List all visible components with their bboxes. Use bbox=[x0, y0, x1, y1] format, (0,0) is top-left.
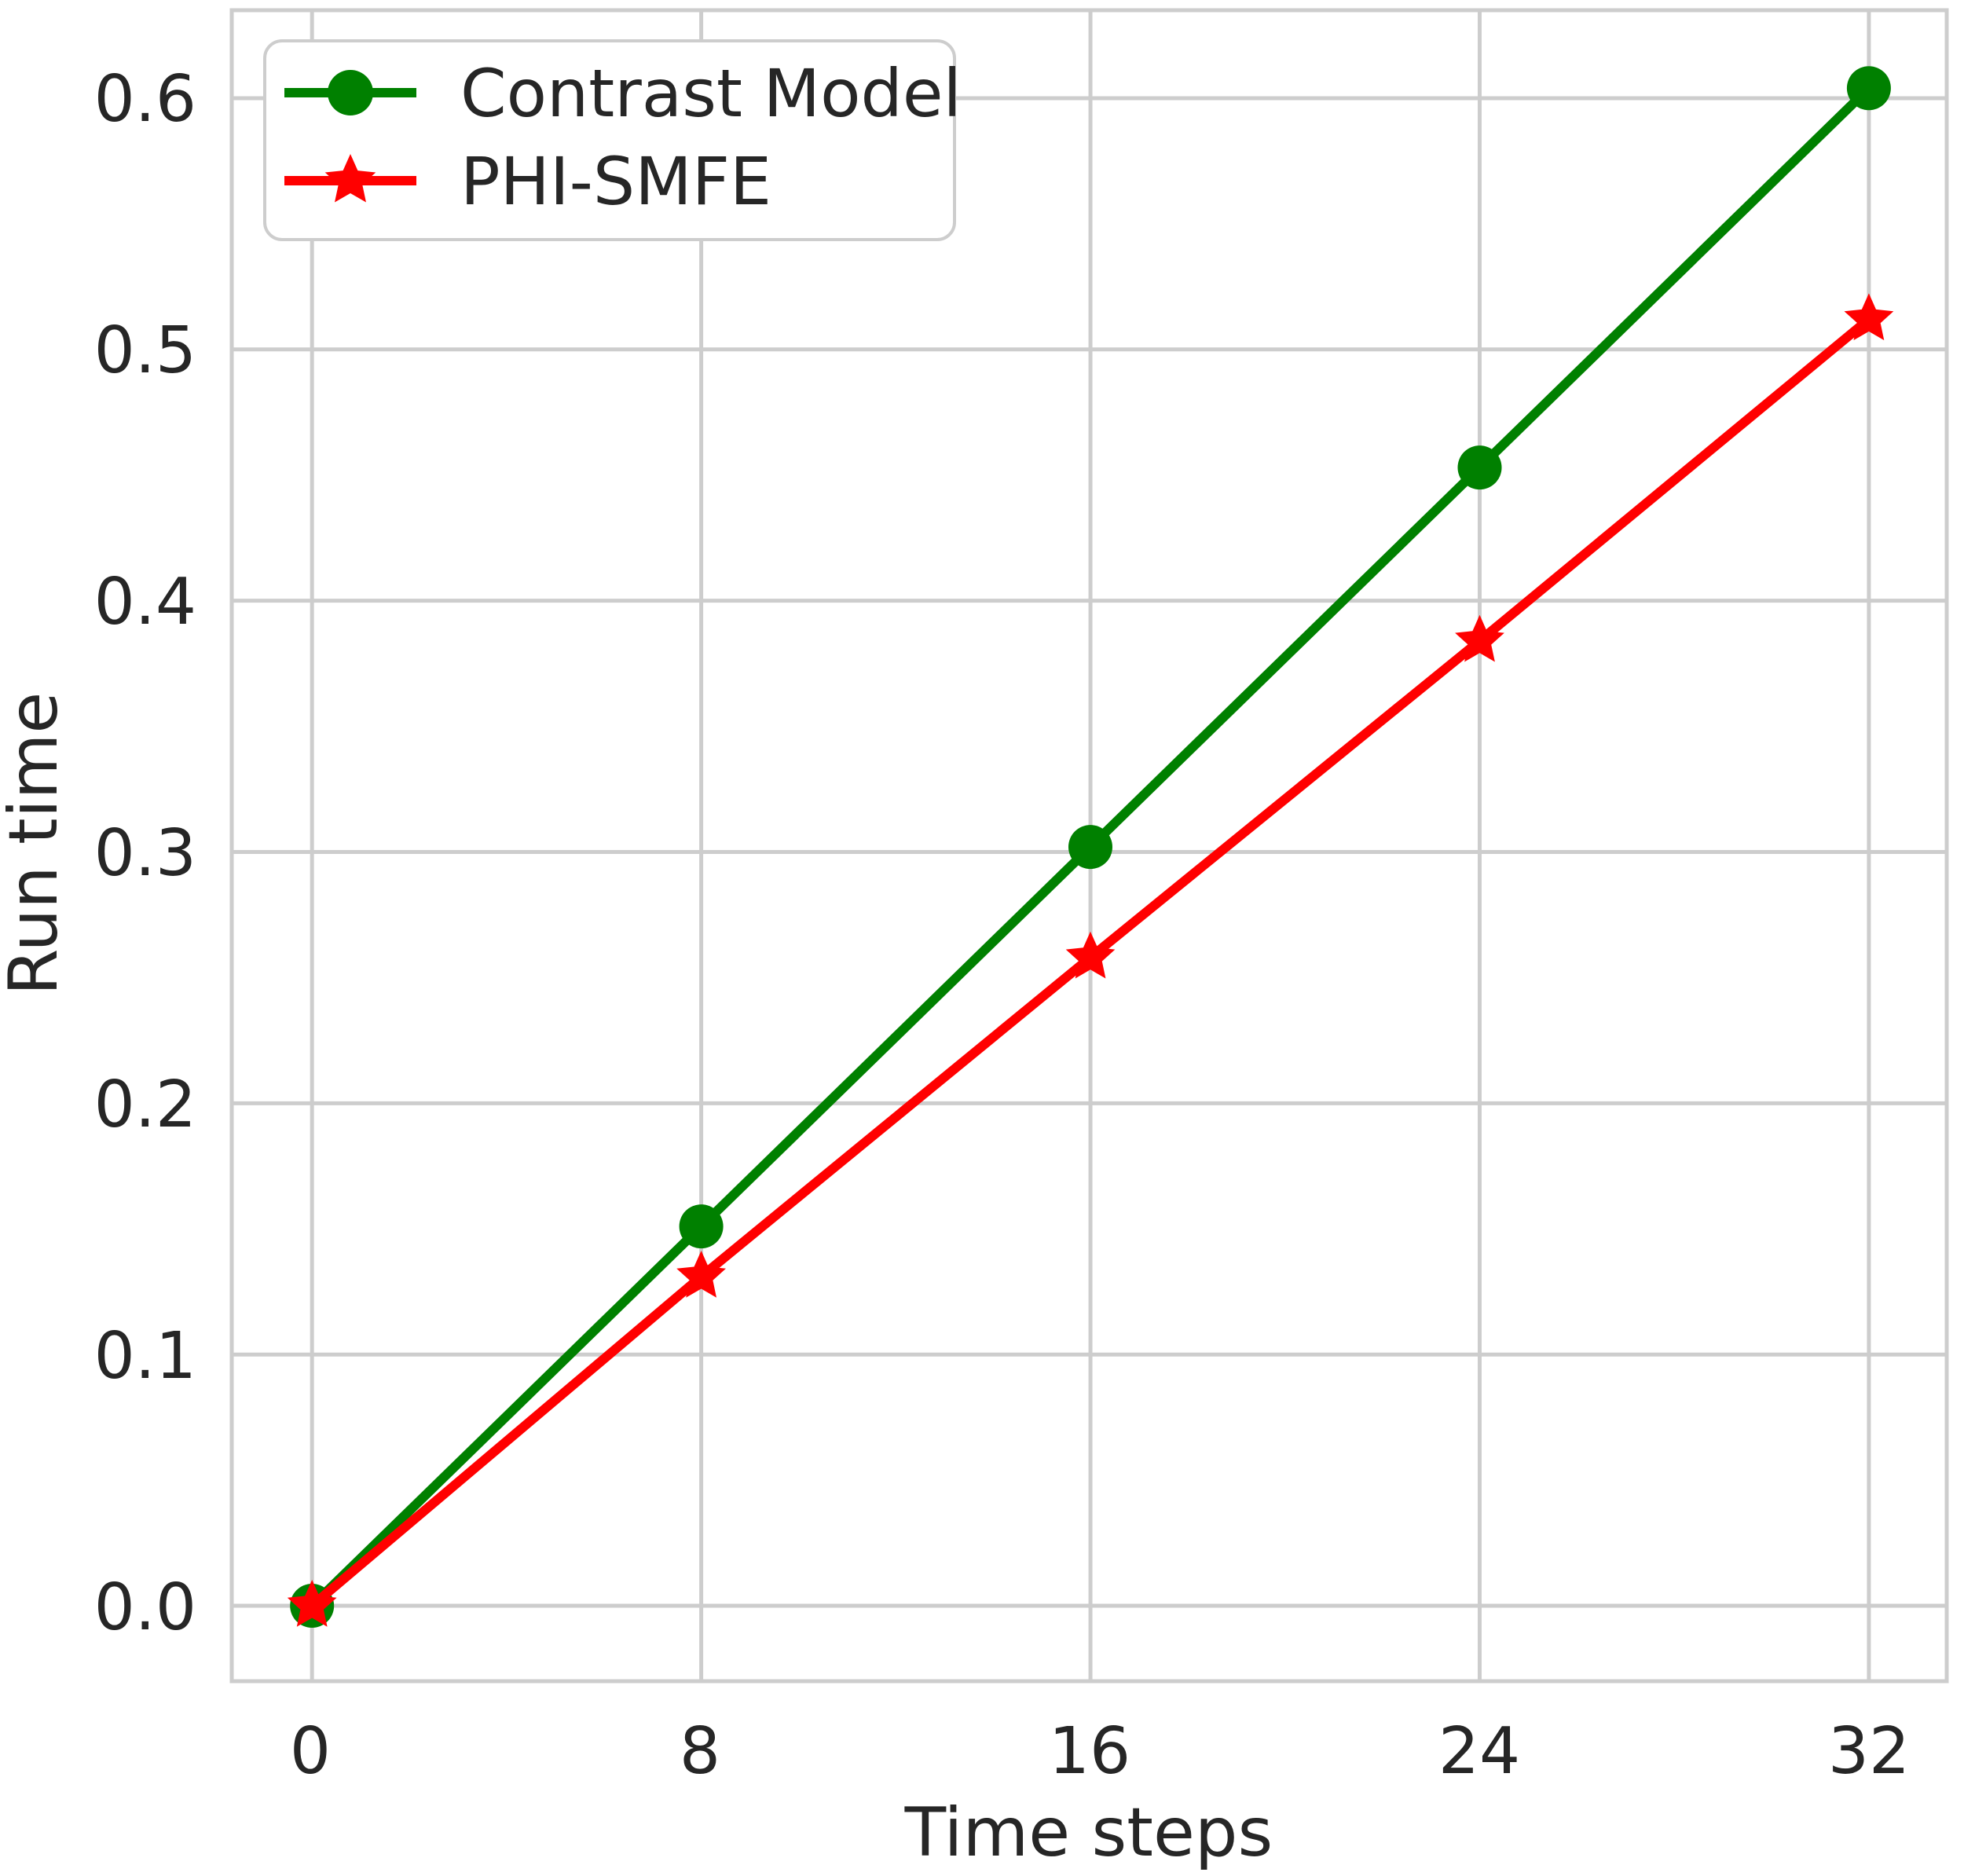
x-tick-label: 0 bbox=[290, 1714, 331, 1789]
y-tick-label: 0.5 bbox=[94, 313, 196, 388]
data-point-phi-smfe bbox=[676, 1251, 726, 1298]
data-point-contrast-model bbox=[679, 1204, 724, 1249]
x-tick-label: 24 bbox=[1438, 1714, 1520, 1789]
x-axis-ticks: 0 8 16 24 32 bbox=[290, 1714, 1910, 1789]
y-tick-label: 0.0 bbox=[94, 1570, 196, 1645]
data-point-phi-smfe bbox=[1844, 293, 1894, 341]
circle-marker-icon bbox=[328, 70, 373, 115]
data-point-phi-smfe bbox=[1455, 614, 1504, 662]
legend-box bbox=[263, 39, 956, 241]
legend: Contrast Model PHI-SMFE bbox=[263, 39, 962, 241]
x-tick-label: 32 bbox=[1828, 1714, 1910, 1789]
data-point-phi-smfe bbox=[287, 1580, 337, 1627]
legend-item-phi-smfe: PHI-SMFE bbox=[284, 143, 771, 220]
data-point-contrast-model bbox=[1457, 445, 1502, 490]
star-marker-icon bbox=[324, 154, 376, 203]
x-axis-label: Time steps bbox=[904, 1794, 1273, 1872]
y-tick-label: 0.2 bbox=[94, 1068, 196, 1142]
x-tick-label: 16 bbox=[1049, 1714, 1130, 1789]
y-axis-label: Run time bbox=[0, 692, 73, 996]
y-tick-label: 0.1 bbox=[94, 1319, 196, 1394]
legend-label: PHI-SMFE bbox=[460, 143, 771, 220]
y-axis-ticks: 0.0 0.1 0.2 0.3 0.4 0.5 0.6 bbox=[94, 62, 196, 1645]
data-point-phi-smfe bbox=[1065, 931, 1116, 979]
data-point-contrast-model bbox=[1846, 66, 1891, 111]
y-tick-label: 0.3 bbox=[94, 816, 196, 891]
data-point-contrast-model bbox=[1068, 825, 1112, 870]
y-tick-label: 0.4 bbox=[94, 565, 196, 639]
legend-item-contrast-model: Contrast Model bbox=[284, 55, 962, 132]
plot-border bbox=[229, 8, 1949, 1684]
y-tick-label: 0.6 bbox=[94, 62, 196, 137]
legend-label: Contrast Model bbox=[460, 55, 962, 132]
data-series bbox=[287, 66, 1894, 1628]
x-tick-label: 8 bbox=[680, 1714, 720, 1789]
